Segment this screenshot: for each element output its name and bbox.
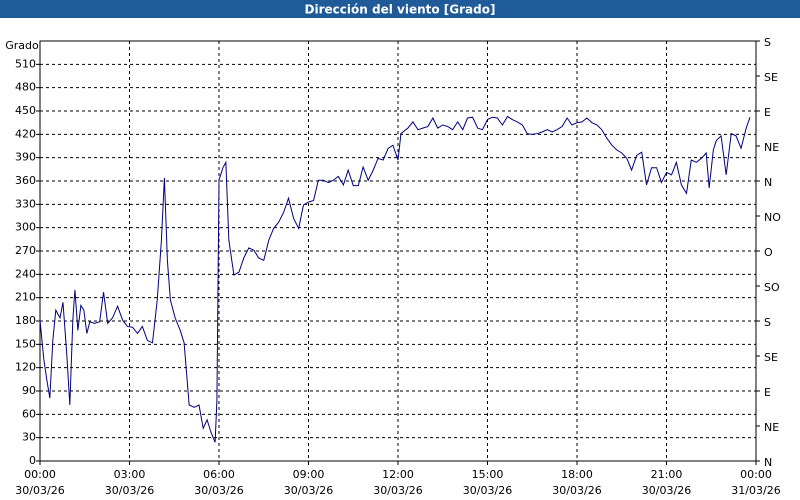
y2-tick-label: S	[764, 36, 771, 49]
y2-tick-label: SE	[764, 351, 778, 364]
x-tick-label: 00:00	[740, 468, 772, 481]
y2-tick-label: N	[764, 456, 772, 469]
y2-tick-label: NO	[764, 211, 781, 224]
x-tick-label: 18:00	[561, 468, 593, 481]
y2-tick-label: N	[764, 176, 772, 189]
plot-frame	[39, 40, 757, 462]
y-tick-label: 270	[15, 244, 36, 257]
y2-tick-label: E	[764, 106, 771, 119]
y-tick-label: 180	[15, 314, 36, 327]
y2-tick-label: NE	[764, 141, 779, 154]
y-tick-label: 480	[15, 81, 36, 94]
x-tick-label: 06:00	[203, 468, 235, 481]
x-tick-date: 30/03/26	[642, 484, 691, 497]
x-tick-date: 30/03/26	[373, 484, 422, 497]
y-tick-label: 300	[15, 221, 36, 234]
title-bar	[0, 0, 800, 18]
y2-tick-label: NE	[764, 421, 779, 434]
y-tick-label: 0	[29, 454, 36, 467]
y2-tick-label: E	[764, 386, 771, 399]
y2-tick-label: S	[764, 316, 771, 329]
y-tick-label: 150	[15, 337, 36, 350]
y-tick-label: 60	[22, 407, 36, 420]
x-tick-date: 30/03/26	[105, 484, 154, 497]
y-tick-label: 30	[22, 431, 36, 444]
x-tick-label: 21:00	[651, 468, 683, 481]
y-tick-label: 360	[15, 174, 36, 187]
x-tick-date: 30/03/26	[15, 484, 64, 497]
y-tick-label: 90	[22, 384, 36, 397]
x-tick-label: 00:00	[24, 468, 56, 481]
y-tick-label: 120	[15, 361, 36, 374]
y-axis-label: Grado	[5, 39, 39, 52]
x-tick-date: 30/03/26	[463, 484, 512, 497]
y-tick-label: 330	[15, 197, 36, 210]
x-tick-label: 15:00	[472, 468, 504, 481]
x-tick-date: 30/03/26	[552, 484, 601, 497]
data-line	[39, 115, 751, 443]
x-tick-date: 30/03/26	[284, 484, 333, 497]
chart-title: Dirección del viento [Grado]	[305, 3, 496, 17]
y-tick-label: 210	[15, 291, 36, 304]
x-tick-label: 09:00	[293, 468, 325, 481]
x-tick-date: 31/03/26	[731, 484, 780, 497]
y-tick-label: 390	[15, 151, 36, 164]
x-tick-label: 12:00	[382, 468, 414, 481]
y-tick-label: 420	[15, 127, 36, 140]
y2-tick-label: SO	[764, 281, 780, 294]
x-tick-label: 03:00	[114, 468, 146, 481]
x-tick-date: 30/03/26	[194, 484, 243, 497]
y-tick-label: 510	[15, 57, 36, 70]
y2-tick-label: SE	[764, 71, 778, 84]
y-tick-label: 240	[15, 267, 36, 280]
y-tick-label: 450	[15, 104, 36, 117]
y2-tick-label: O	[764, 246, 773, 259]
